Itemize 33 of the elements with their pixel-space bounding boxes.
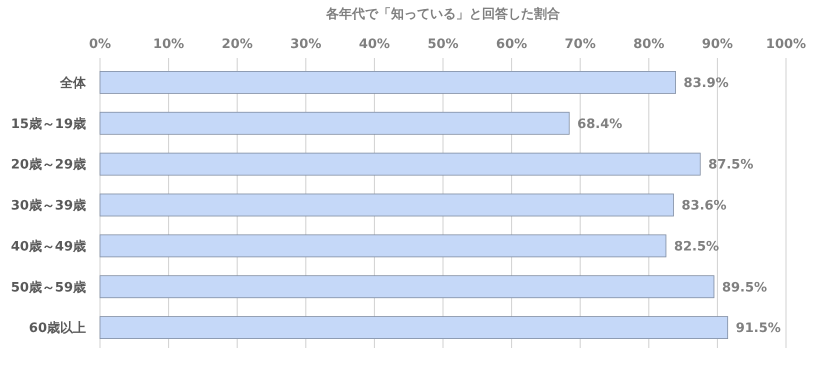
y-tick-label: 30歳～39歳 bbox=[10, 198, 86, 214]
x-tick-label: 90% bbox=[702, 37, 733, 52]
x-tick-label: 0% bbox=[88, 37, 112, 52]
bar bbox=[100, 275, 714, 298]
data-label: 89.5% bbox=[722, 280, 768, 296]
y-tick-label: 15歳～19歳 bbox=[10, 116, 86, 132]
data-label: 83.6% bbox=[681, 198, 727, 214]
bar bbox=[100, 234, 666, 258]
y-tick-label: 50歳～59歳 bbox=[10, 280, 86, 296]
bar bbox=[100, 194, 674, 216]
x-tick-label: 70% bbox=[564, 37, 596, 52]
y-tick-label: 全体 bbox=[59, 76, 87, 91]
x-tick-label: 20% bbox=[222, 37, 253, 52]
y-tick-label: 20歳～29歳 bbox=[10, 158, 86, 173]
x-tick-label: 40% bbox=[358, 37, 390, 52]
x-tick-label: 100% bbox=[766, 37, 806, 52]
bar bbox=[100, 316, 728, 340]
data-label: 83.9% bbox=[684, 76, 729, 91]
bar bbox=[100, 112, 570, 135]
bar bbox=[100, 152, 701, 176]
data-label: 82.5% bbox=[674, 239, 720, 254]
y-tick-label: 60歳以上 bbox=[28, 321, 86, 336]
data-label: 87.5% bbox=[708, 158, 754, 173]
x-tick-label: 30% bbox=[290, 37, 322, 52]
y-tick-label: 40歳～49歳 bbox=[10, 239, 86, 254]
x-tick-label: 10% bbox=[153, 37, 184, 52]
data-label: 91.5% bbox=[736, 321, 781, 336]
x-tick-label: 80% bbox=[633, 37, 664, 52]
x-tick-label: 50% bbox=[427, 37, 459, 52]
x-tick-label: 60% bbox=[496, 37, 528, 52]
data-label: 68.4% bbox=[577, 116, 622, 132]
bar bbox=[100, 70, 676, 94]
chart-title: 各年代で「知っている」と回答した割合 bbox=[325, 6, 560, 22]
